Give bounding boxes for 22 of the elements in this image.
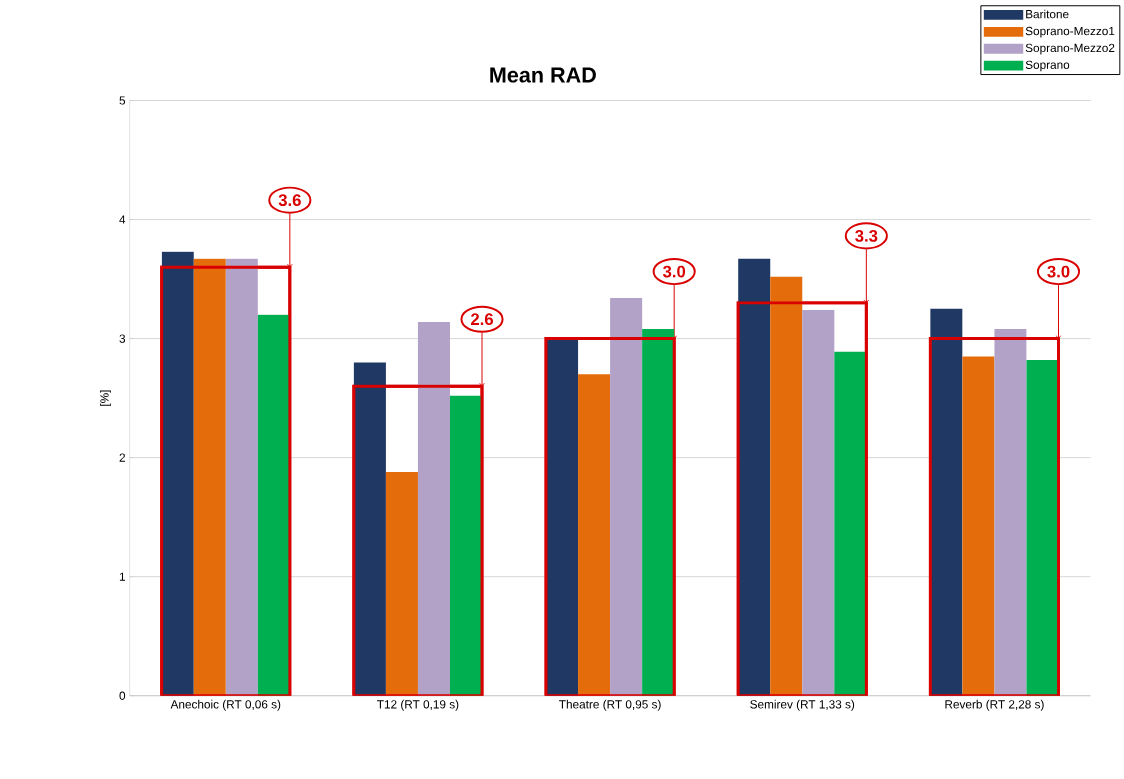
data-label: 3.3 bbox=[855, 229, 878, 242]
x-tick-label: Reverb (RT 2,28 s) bbox=[945, 699, 1044, 711]
x-tick-label: Theatre (RT 0,95 s) bbox=[559, 699, 661, 711]
y-tick-label: 3 bbox=[119, 334, 126, 343]
y-tick-label: 2 bbox=[119, 453, 125, 462]
y-tick-label: 0 bbox=[119, 691, 126, 700]
y-axis-title: [%] bbox=[99, 390, 111, 406]
y-tick-label: 5 bbox=[119, 96, 126, 105]
chart-title: Mean RAD bbox=[490, 67, 596, 83]
data-label: 2.6 bbox=[470, 313, 494, 325]
y-tick-label: 1 bbox=[119, 572, 125, 581]
legend-label: Baritone bbox=[1026, 9, 1069, 19]
y-tick-label: 4 bbox=[119, 215, 126, 224]
data-label: 3.0 bbox=[1047, 265, 1070, 278]
x-tick-label: Semirev (RT 1,33 s) bbox=[750, 699, 855, 711]
legend-label: Soprano-Mezzo2 bbox=[1025, 43, 1115, 55]
x-tick-label: T12 (RT 0,19 s) bbox=[377, 699, 459, 711]
data-label: 3.0 bbox=[662, 265, 686, 278]
legend-label: Soprano bbox=[1025, 60, 1070, 72]
data-label: 3.6 bbox=[278, 193, 301, 206]
x-tick-label: Anechoic (RT 0,06 s) bbox=[170, 699, 281, 711]
legend-label: Soprano-Mezzo1 bbox=[1025, 26, 1115, 38]
